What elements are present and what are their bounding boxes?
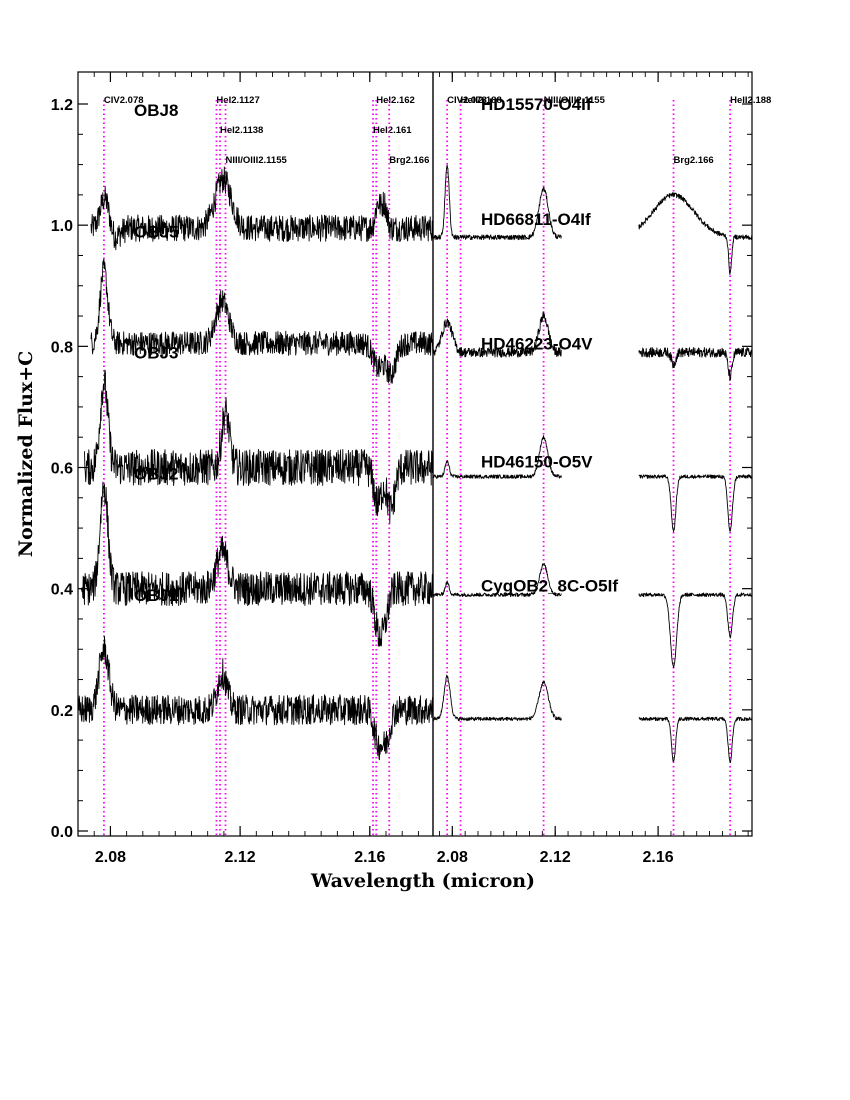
line-marker-label: Brg2.166: [389, 155, 429, 166]
spectrum-line: [80, 481, 433, 647]
series-label: OBJ2: [134, 465, 178, 484]
y-tick-label: 1.2: [51, 97, 73, 114]
right-panel: 2.08 2.12 2.16 CIV2.078 NIII/OIII2.1155 Brg2.…: [433, 72, 771, 866]
x-axis-title: Wavelength (micron): [310, 870, 535, 892]
spectrum-line: [433, 164, 752, 275]
line-marker-label: HeII2.188: [461, 95, 502, 106]
y-tick-label: 0.6: [51, 461, 73, 478]
spectrum-line: [433, 562, 752, 669]
x-tick-label: 2.12: [540, 849, 571, 866]
x-tick-label: 2.12: [225, 849, 256, 866]
series-label: HD15570-O4If: [481, 95, 592, 114]
x-tick-label: 2.16: [354, 849, 385, 866]
series-label: OBJ3: [134, 343, 178, 362]
line-marker-label: CIV2.078: [447, 95, 487, 106]
line-marker-label: HeII2.188: [730, 95, 771, 106]
spectrum-line: [84, 369, 433, 524]
line-marker-label: NIII/OIII2.1155: [544, 95, 606, 106]
line-marker-label: HeI2.1127: [216, 95, 259, 106]
y-tick-label: 0.4: [51, 582, 73, 599]
spectrum-line: [90, 166, 433, 251]
spectrum-line: [78, 635, 433, 761]
plot-frame: [77, 71, 753, 837]
series-label: OBJ1: [134, 586, 178, 605]
x-tick-label: 2.08: [95, 849, 126, 866]
y-axis-title: Normalized Flux+C: [15, 351, 37, 558]
line-marker-label: HeI2.1138: [220, 125, 263, 136]
series-label: HD46223-O4V: [481, 334, 593, 353]
x-tick-label: 2.16: [643, 849, 674, 866]
line-marker-label: CIV2.078: [104, 95, 144, 106]
left-panel: 2.08 2.12 2.16 CIV2.078 HeI2.1127 HeI2.1138 NI…: [77, 72, 502, 866]
line-marker-label: NIII/OIII2.1155: [226, 155, 288, 166]
series-label: OBJ8: [134, 101, 178, 120]
y-tick-label: 0.0: [51, 824, 73, 841]
series-label: OBJ5: [134, 222, 178, 241]
line-marker-label: HeI2.162: [376, 95, 415, 106]
spectrum-line: [433, 674, 752, 763]
series-label: CygOB2_8C-O5If: [481, 577, 618, 596]
x-tick-label: 2.08: [437, 849, 468, 866]
series-label: HD66811-O4If: [481, 210, 591, 229]
spectrum-line: [90, 259, 433, 384]
series-label: HD46150-O5V: [481, 453, 593, 472]
spectrum-line: [433, 435, 752, 533]
spectrum-line: [433, 311, 752, 382]
y-tick-label: 0.2: [51, 703, 73, 720]
line-marker-label: HeI2.161: [373, 125, 412, 136]
y-tick-label: 1.0: [51, 218, 73, 235]
y-tick-label: 0.8: [51, 339, 73, 356]
line-marker-label: Brg2.166: [674, 155, 714, 166]
